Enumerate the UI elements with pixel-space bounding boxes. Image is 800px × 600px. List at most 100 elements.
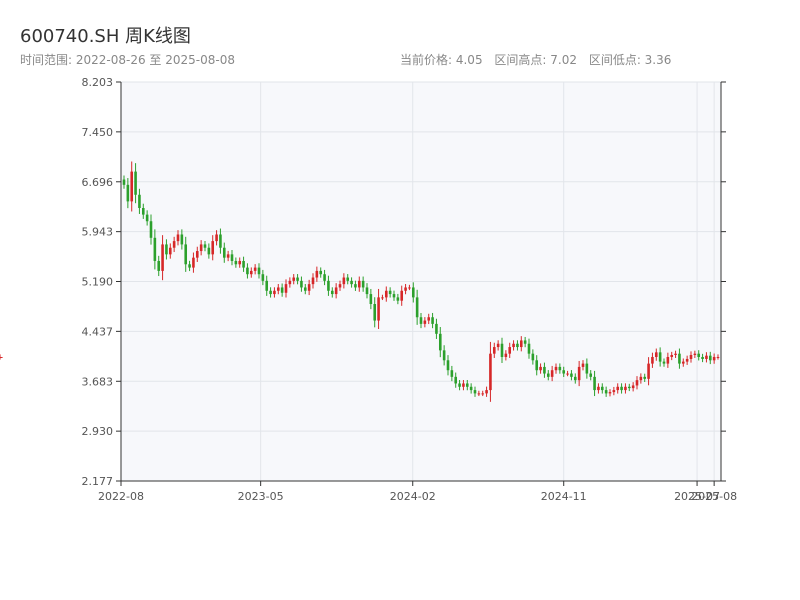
candle-body bbox=[639, 376, 643, 381]
candle-body bbox=[620, 386, 623, 391]
candle-body bbox=[153, 237, 157, 261]
candle-body bbox=[697, 353, 701, 357]
candle-body bbox=[701, 356, 704, 359]
candle-body bbox=[554, 366, 558, 371]
candle-body bbox=[550, 370, 554, 377]
candle-body bbox=[458, 383, 461, 387]
candle-body bbox=[361, 280, 365, 288]
candle-body bbox=[192, 257, 195, 268]
candle-body bbox=[126, 184, 130, 202]
candle-body bbox=[130, 171, 134, 202]
candle-body bbox=[589, 373, 593, 377]
candle-body bbox=[573, 376, 577, 381]
price-summary: 当前价格: 4.05 区间高点: 7.02 区间低点: 3.36 bbox=[400, 51, 679, 68]
y-tick-label: 4.437 bbox=[82, 325, 114, 338]
candle-body bbox=[635, 380, 639, 386]
candle-body bbox=[423, 320, 427, 324]
candle-body bbox=[338, 284, 342, 288]
candle-body bbox=[246, 267, 249, 275]
candle-body bbox=[300, 280, 303, 288]
candle-body bbox=[400, 290, 404, 301]
candle-body bbox=[504, 353, 508, 357]
candle-body bbox=[388, 290, 392, 295]
candle-body bbox=[681, 361, 685, 364]
candle-body bbox=[284, 284, 288, 293]
candle-body bbox=[276, 287, 280, 291]
candle-body bbox=[195, 251, 199, 258]
candle-body bbox=[157, 260, 161, 271]
candle-body bbox=[141, 208, 145, 215]
candle-body bbox=[172, 241, 176, 248]
candle-body bbox=[415, 297, 419, 318]
x-tick-label: 2024-11 bbox=[541, 490, 587, 503]
candle-body bbox=[624, 386, 627, 391]
candle-body bbox=[643, 376, 647, 379]
x-tick-label: 2022-08 bbox=[98, 490, 144, 503]
candle-body bbox=[384, 290, 388, 298]
y-tick-label: 2.177 bbox=[82, 475, 114, 488]
candle-body bbox=[604, 390, 608, 394]
y-tick-label: 2.930 bbox=[82, 425, 114, 438]
candle-body bbox=[145, 214, 149, 222]
candle-body bbox=[566, 373, 569, 375]
y-tick-label: 5.190 bbox=[82, 276, 114, 289]
candle-body bbox=[693, 353, 697, 355]
candle-body bbox=[0, 356, 3, 358]
candle-body bbox=[431, 317, 434, 324]
candle-body bbox=[319, 270, 323, 275]
candle-body bbox=[712, 356, 716, 361]
candle-body bbox=[230, 254, 234, 261]
candle-body bbox=[670, 354, 674, 357]
candle-body bbox=[442, 350, 446, 361]
candle-body bbox=[616, 386, 620, 391]
candle-body bbox=[342, 277, 346, 285]
candle-body bbox=[708, 355, 712, 361]
candle-body bbox=[334, 287, 338, 295]
candle-body bbox=[149, 221, 153, 238]
candle-body bbox=[450, 370, 454, 377]
candle-body bbox=[535, 360, 539, 371]
candle-body bbox=[408, 287, 411, 289]
candle-body bbox=[122, 179, 126, 185]
candle-body bbox=[357, 280, 361, 288]
candle-body bbox=[523, 340, 527, 344]
candle-body bbox=[627, 386, 631, 389]
current-price-label: 当前价格: 4.05 bbox=[400, 53, 483, 67]
candle-body bbox=[350, 280, 353, 285]
candle-body bbox=[419, 317, 423, 324]
candle-body bbox=[257, 267, 261, 275]
candle-body bbox=[269, 290, 272, 295]
y-tick-label: 7.450 bbox=[82, 126, 114, 139]
candle-body bbox=[519, 340, 523, 348]
candle-body bbox=[543, 366, 546, 374]
candle-body bbox=[477, 393, 481, 395]
candle-body bbox=[392, 294, 396, 298]
candle-body bbox=[161, 244, 164, 271]
candle-body bbox=[288, 280, 292, 285]
x-tick-label: 2024-02 bbox=[390, 490, 436, 503]
candle-body bbox=[689, 354, 693, 359]
candle-body bbox=[249, 270, 253, 275]
candle-body bbox=[631, 385, 635, 389]
candle-body bbox=[593, 376, 596, 391]
candle-body bbox=[327, 280, 330, 291]
candle-body bbox=[647, 363, 650, 379]
candle-body bbox=[435, 323, 438, 334]
candle-body bbox=[658, 352, 662, 362]
candle-body bbox=[265, 280, 269, 291]
candle-body bbox=[219, 234, 222, 248]
candle-body bbox=[570, 373, 573, 377]
candle-body bbox=[585, 363, 589, 374]
candle-body bbox=[134, 171, 137, 195]
candle-body bbox=[600, 386, 604, 391]
candle-body bbox=[608, 392, 612, 394]
candle-body bbox=[261, 274, 265, 281]
candle-body bbox=[311, 277, 315, 285]
candle-body bbox=[654, 352, 658, 357]
candle-body bbox=[176, 234, 180, 242]
candle-body bbox=[508, 347, 512, 354]
candle-body bbox=[323, 274, 326, 281]
candle-body bbox=[222, 247, 226, 258]
candle-body bbox=[446, 360, 450, 371]
